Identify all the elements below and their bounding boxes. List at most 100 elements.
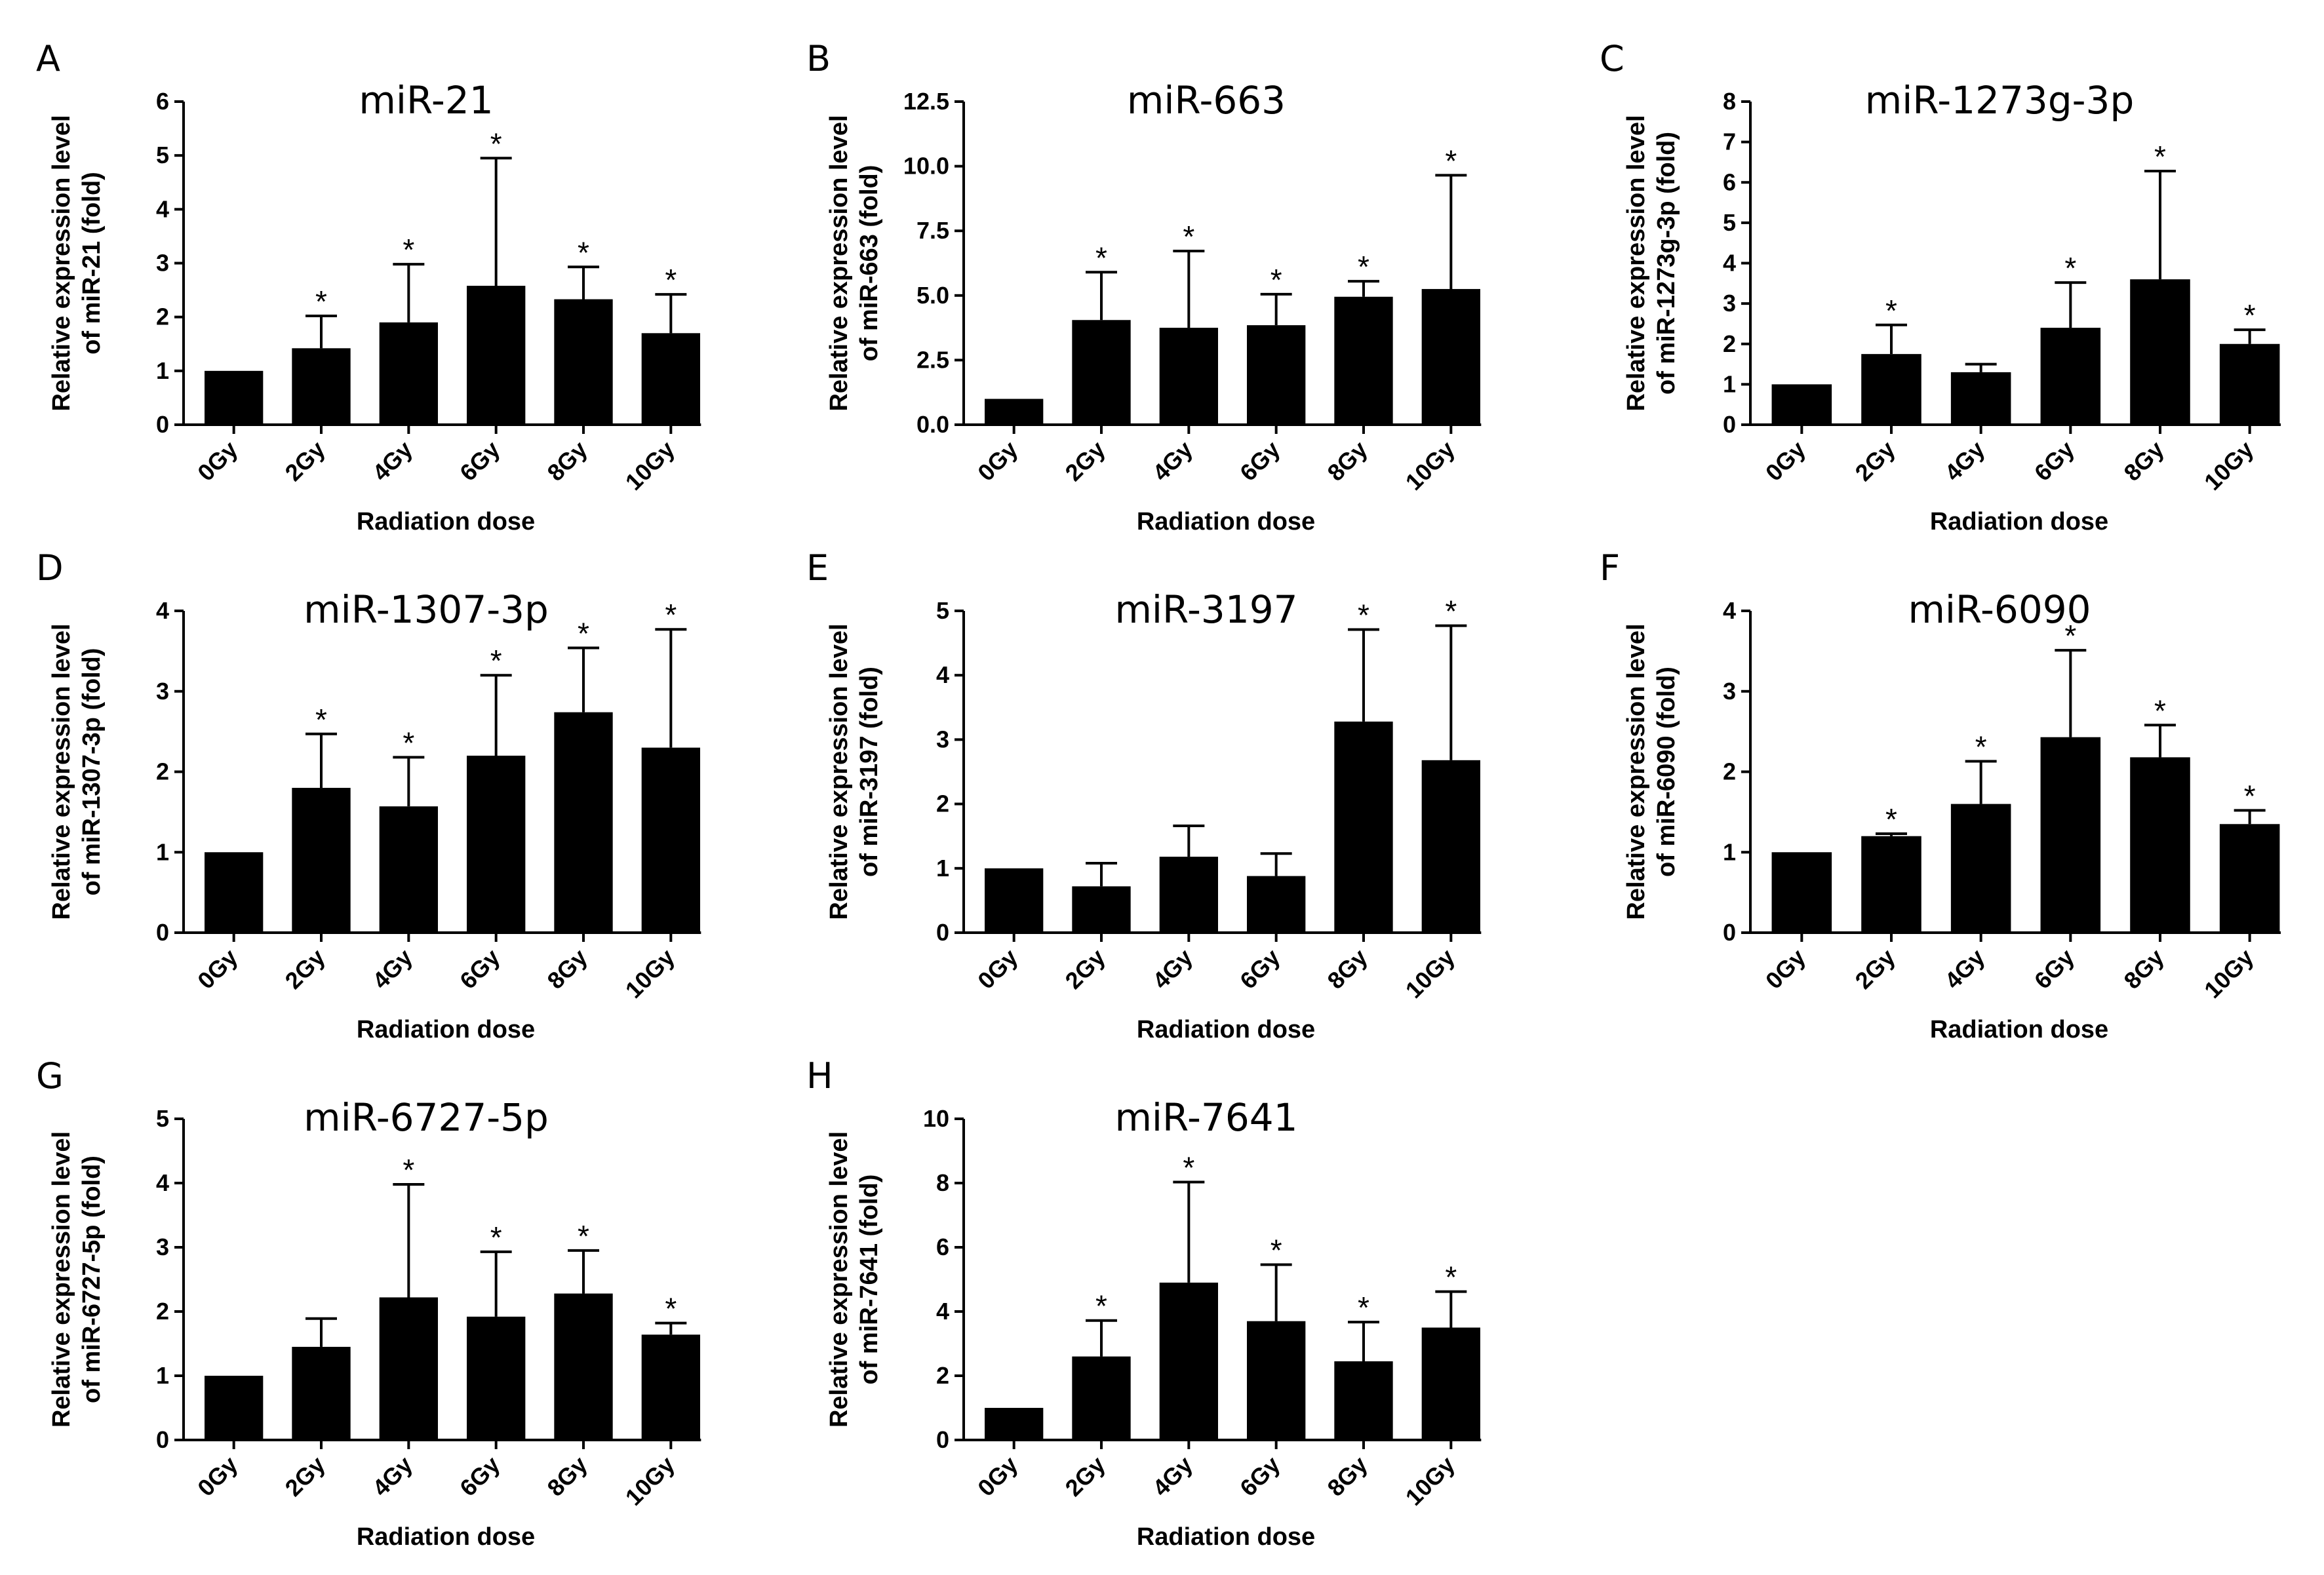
y-tick-label: 0 [1723, 411, 1736, 438]
significance-star: * [490, 644, 502, 678]
y-axis-label: of miR-1307-3p (fold) [78, 648, 106, 896]
significance-star: * [1445, 1260, 1457, 1294]
y-tick-label: 4 [936, 661, 949, 688]
x-tick-label: 2Gy [1850, 944, 1901, 994]
x-tick-label: 8Gy [2119, 944, 2169, 994]
y-tick-label: 0 [1723, 919, 1736, 946]
x-tick-label: 0Gy [192, 436, 243, 486]
significance-star: * [2154, 140, 2166, 174]
significance-star: * [1358, 1291, 1369, 1325]
y-tick-label: 2 [156, 303, 169, 330]
bar-10Gy [1421, 1327, 1480, 1440]
significance-star: * [1975, 730, 1987, 764]
x-axis-label: Radiation dose [1137, 508, 1315, 535]
significance-star: * [403, 1153, 414, 1187]
bar-8Gy [554, 299, 613, 425]
y-tick-label: 2 [156, 1298, 169, 1325]
y-axis-label: of miR-21 (fold) [78, 172, 106, 355]
bar-4Gy [1159, 328, 1218, 425]
bar-8Gy [554, 712, 613, 933]
bar-10Gy [1421, 760, 1480, 933]
significance-star: * [1445, 144, 1457, 178]
bar-10Gy [1421, 288, 1480, 425]
chart-title: miR-1307-3p [304, 587, 549, 632]
panel-letter: B [806, 38, 831, 79]
bar-6Gy [2040, 328, 2101, 425]
bar-0Gy [205, 1376, 264, 1440]
bar-0Gy [1771, 852, 1832, 933]
significance-star: * [403, 233, 414, 267]
bar-4Gy [1159, 857, 1218, 933]
chart-title: miR-1273g-3p [1865, 78, 2135, 123]
y-axis-label: of miR-3197 (fold) [856, 667, 883, 877]
x-axis-label: Radiation dose [1137, 1016, 1315, 1043]
y-tick-label: 0 [156, 919, 169, 946]
significance-star: * [2064, 619, 2076, 653]
x-tick-label: 6Gy [1234, 944, 1285, 994]
x-tick-label: 8Gy [1322, 944, 1373, 994]
significance-star: * [665, 1292, 677, 1326]
y-tick-label: 1 [156, 1362, 169, 1389]
y-tick-label: 12.5 [903, 88, 949, 115]
y-tick-label: 3 [1723, 678, 1736, 705]
bar-8Gy [1334, 721, 1393, 933]
x-tick-label: 2Gy [280, 1451, 330, 1502]
significance-star: * [2154, 693, 2166, 728]
significance-star: * [490, 1220, 502, 1254]
y-axis-label: of miR-663 (fold) [856, 165, 883, 362]
y-tick-label: 1 [1723, 838, 1736, 865]
y-tick-label: 4 [156, 597, 169, 624]
y-axis-label: of miR-1273g-3p (fold) [1653, 132, 1680, 395]
bar-0Gy [205, 852, 264, 933]
x-tick-label: 4Gy [1147, 1451, 1198, 1502]
y-tick-label: 5 [1723, 209, 1736, 236]
x-tick-label: 6Gy [1234, 1451, 1285, 1502]
y-tick-label: 6 [936, 1234, 949, 1260]
x-axis-label: Radiation dose [357, 508, 535, 535]
y-tick-label: 7.5 [916, 217, 949, 244]
x-tick-label: 10Gy [1400, 944, 1460, 1003]
y-tick-label: 0.0 [916, 411, 949, 438]
bar-6Gy [1247, 325, 1306, 425]
chart-title: miR-6090 [1908, 587, 2091, 632]
bar-8Gy [554, 1293, 613, 1440]
x-tick-label: 2Gy [1850, 436, 1901, 486]
y-tick-label: 1 [156, 838, 169, 865]
x-tick-label: 10Gy [2199, 436, 2258, 496]
bar-10Gy [641, 333, 700, 425]
significance-star: * [665, 263, 677, 297]
x-tick-label: 4Gy [1147, 436, 1198, 486]
bar-10Gy [2219, 343, 2280, 425]
x-tick-label: 10Gy [620, 1451, 680, 1511]
y-tick-label: 4 [156, 1169, 169, 1196]
x-tick-label: 2Gy [1060, 1451, 1111, 1502]
significance-star: * [578, 235, 589, 269]
x-tick-label: 6Gy [454, 1451, 505, 1502]
bar-2Gy [1072, 1356, 1131, 1440]
panel-letter: C [1600, 38, 1625, 79]
significance-star: * [578, 616, 589, 650]
y-tick-label: 0 [156, 411, 169, 438]
x-tick-label: 0Gy [192, 1451, 243, 1502]
y-tick-label: 0 [156, 1426, 169, 1453]
chart-title: miR-3197 [1114, 587, 1297, 632]
bar-6Gy [467, 286, 526, 425]
x-tick-label: 2Gy [1060, 944, 1111, 994]
x-tick-label: 10Gy [1400, 1451, 1460, 1511]
y-axis-label: Relative expression level [825, 115, 853, 411]
significance-star: * [2064, 251, 2076, 285]
bar-0Gy [985, 399, 1044, 425]
significance-star: * [1358, 598, 1369, 632]
bar-0Gy [205, 370, 264, 425]
y-tick-label: 4 [936, 1298, 949, 1325]
bar-4Gy [1950, 372, 2011, 425]
y-axis-label: of miR-6090 (fold) [1653, 667, 1680, 877]
y-tick-label: 6 [1723, 168, 1736, 195]
y-tick-label: 1 [1723, 370, 1736, 397]
y-tick-label: 5 [156, 1105, 169, 1132]
bar-10Gy [2219, 824, 2280, 933]
